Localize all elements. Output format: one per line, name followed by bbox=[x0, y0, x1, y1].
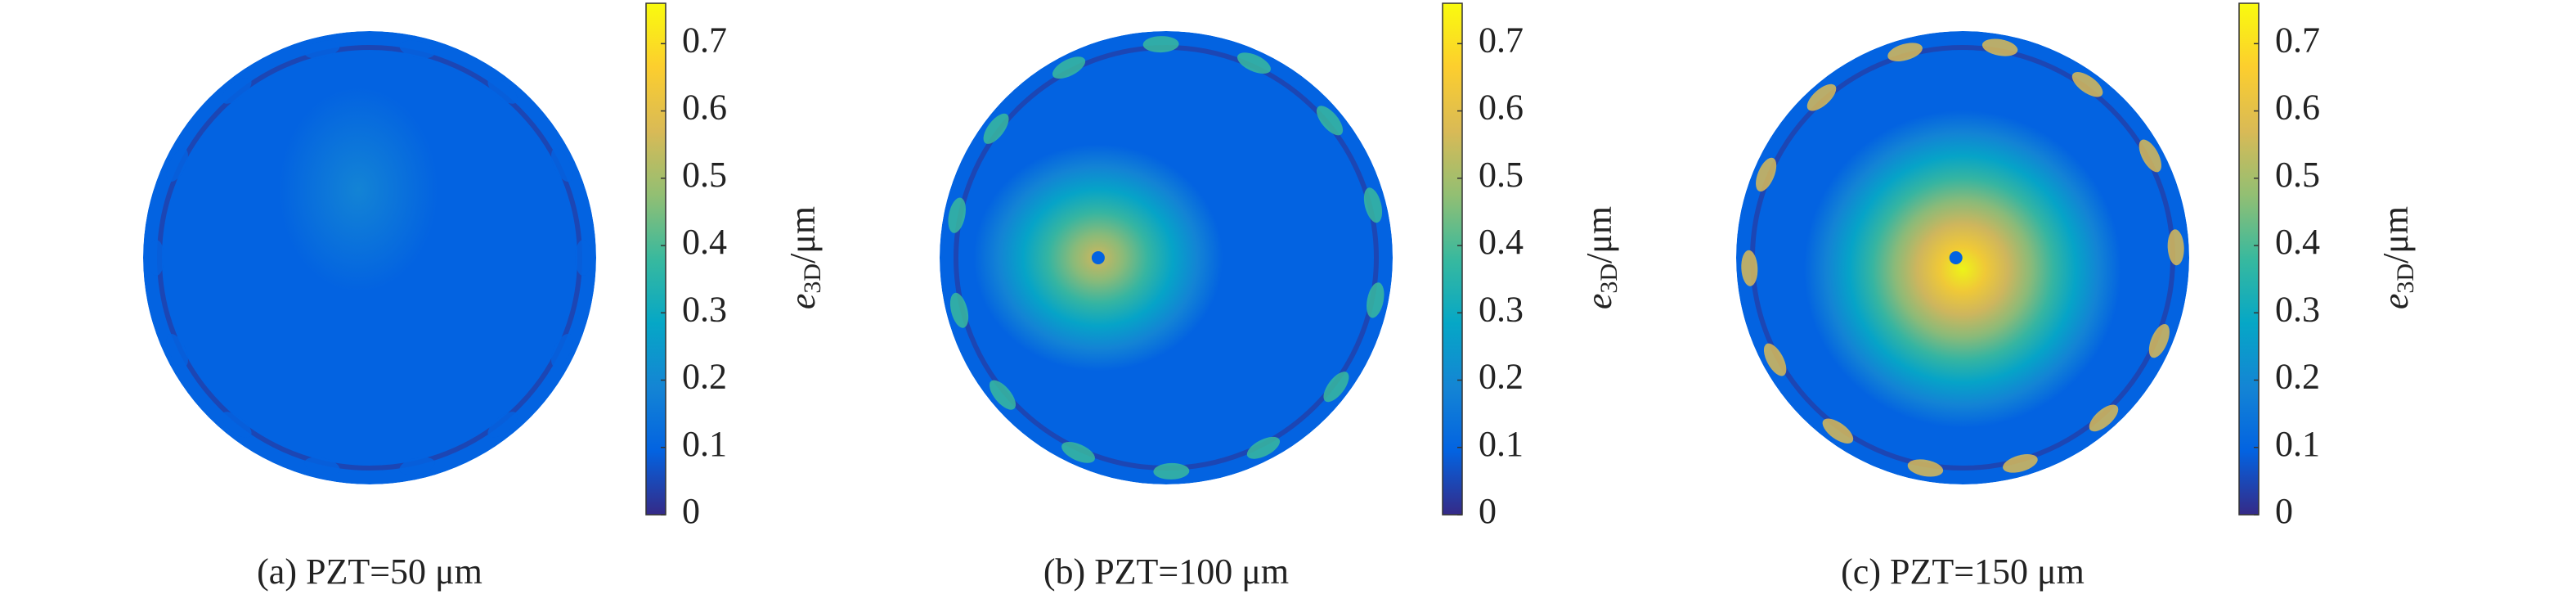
heatmap-dot bbox=[1091, 251, 1105, 264]
colorbar-tick-label: 0.3 bbox=[2275, 289, 2320, 329]
heatmap-spot bbox=[1763, 343, 1787, 376]
colorbar-tick-label: 0.6 bbox=[1479, 88, 1524, 128]
heatmap-dot bbox=[1949, 251, 1963, 264]
caption: (c) PZT=150 μm bbox=[1841, 552, 2085, 592]
colorbar-tick-label: 0.2 bbox=[2275, 357, 2320, 397]
heatmap-spot bbox=[551, 333, 573, 367]
colorbar-label: e3D/μm bbox=[2376, 206, 2419, 309]
heatmap-spot bbox=[1887, 43, 1923, 61]
heatmap-spot bbox=[1741, 250, 1758, 286]
colorbar-label-symbol: e bbox=[2376, 294, 2416, 310]
heatmap-spot bbox=[1052, 56, 1086, 79]
colorbar-tick-label: 0.1 bbox=[1479, 424, 1524, 464]
colorbar-label: e3D/μm bbox=[1579, 206, 1622, 309]
heatmap-spot bbox=[304, 457, 340, 475]
colorbar bbox=[1442, 2, 1463, 516]
colorbar-tick-label: 0.5 bbox=[1479, 155, 1524, 195]
heatmap-spot bbox=[221, 412, 252, 438]
colorbar-tick-label: 0.7 bbox=[682, 20, 727, 60]
heatmap-spot bbox=[949, 292, 969, 328]
colorbar-tick-label: 0.6 bbox=[2275, 88, 2320, 128]
heatmap-spot bbox=[1981, 38, 2018, 56]
colorbar-tick-label: 0.1 bbox=[2275, 424, 2320, 464]
heatmap bbox=[143, 31, 596, 484]
heatmap-spot bbox=[1367, 282, 1384, 318]
heatmap-blob bbox=[1804, 110, 2121, 428]
heatmap-spot bbox=[2148, 324, 2170, 358]
heatmap-spot bbox=[399, 40, 435, 59]
heatmap-spot bbox=[487, 412, 518, 438]
colorbar bbox=[645, 2, 666, 516]
heatmap-spot bbox=[1907, 459, 1944, 477]
heatmap-spot bbox=[551, 148, 573, 182]
caption: (a) PZT=50 μm bbox=[257, 552, 482, 592]
heatmap-spot bbox=[2138, 139, 2162, 173]
heatmap-spot bbox=[221, 78, 252, 104]
colorbar-label-symbol: e bbox=[1579, 294, 1619, 310]
colorbar bbox=[2238, 2, 2260, 516]
colorbar-label-subscript: 3D bbox=[799, 263, 826, 294]
colorbar-label-unit: /μm bbox=[783, 206, 823, 263]
heatmap-spot bbox=[1142, 36, 1179, 53]
heatmap bbox=[1736, 31, 2189, 484]
heatmap-spot bbox=[2003, 454, 2038, 473]
colorbar-tick-label: 0.4 bbox=[1479, 222, 1524, 262]
colorbar-tick-label: 0.5 bbox=[682, 155, 727, 195]
colorbar-tick-label: 0.3 bbox=[1479, 289, 1524, 329]
heatmap-spot bbox=[2089, 404, 2119, 432]
colorbar-label-subscript: 3D bbox=[2392, 263, 2419, 294]
colorbar-label-unit: /μm bbox=[2376, 206, 2416, 263]
heatmap-spot bbox=[983, 113, 1009, 144]
colorbar-tick-label: 0.5 bbox=[2275, 155, 2320, 195]
colorbar-label-unit: /μm bbox=[1579, 206, 1619, 263]
heatmap-spot bbox=[1363, 187, 1383, 223]
colorbar-tick-label: 0.6 bbox=[682, 88, 727, 128]
panel: 0 0.1 0.2 0.3 0.4 0.5 0.6 0.7 e3D/μm (a) PZT=50 μ… bbox=[143, 2, 826, 592]
heatmap-spot bbox=[1323, 372, 1349, 403]
heatmap-spot bbox=[2167, 229, 2184, 266]
heatmap-spot bbox=[166, 333, 188, 367]
colorbar-tick-label: 0.7 bbox=[2275, 20, 2320, 60]
heatmap-spot bbox=[1316, 106, 1344, 136]
heatmap-spot bbox=[948, 197, 966, 233]
colorbar-label: e3D/μm bbox=[783, 206, 826, 309]
heatmap-spot bbox=[166, 148, 188, 182]
heatmap-spot bbox=[1822, 418, 1854, 444]
caption: (b) PZT=100 μm bbox=[1043, 552, 1289, 592]
heatmap-spot bbox=[399, 457, 435, 475]
heatmap-spot bbox=[148, 240, 164, 276]
heatmap-spot bbox=[487, 78, 518, 104]
colorbar-tick-label: 0.7 bbox=[1479, 20, 1524, 60]
colorbar-tick-label: 0.3 bbox=[682, 289, 727, 329]
panel: 0 0.1 0.2 0.3 0.4 0.5 0.6 0.7 e3D/μm (c) PZT=150 … bbox=[1736, 2, 2419, 592]
heatmap-spot bbox=[1246, 436, 1281, 459]
colorbar-label-subscript: 3D bbox=[1595, 263, 1622, 294]
panel: 0 0.1 0.2 0.3 0.4 0.5 0.6 0.7 e3D/μm (b) PZT=100 … bbox=[940, 2, 1622, 592]
heatmap-spot bbox=[1756, 157, 1777, 191]
colorbar-label-symbol: e bbox=[783, 294, 823, 310]
heatmap-spot bbox=[1061, 441, 1095, 463]
heatmap-spot bbox=[2071, 72, 2103, 97]
colorbar-tick-label: 0.4 bbox=[682, 222, 727, 262]
colorbar-tick-label: 0 bbox=[2275, 491, 2293, 531]
heatmap bbox=[940, 31, 1393, 484]
colorbar-tick-label: 0 bbox=[682, 491, 700, 531]
heatmap-spot bbox=[1153, 462, 1190, 480]
heatmap-spot bbox=[989, 380, 1016, 410]
colorbar-tick-label: 0.2 bbox=[682, 357, 727, 397]
heatmap-spot bbox=[1237, 52, 1271, 74]
heatmap-spot bbox=[304, 40, 340, 59]
colorbar-tick-label: 0 bbox=[1479, 491, 1497, 531]
colorbar-tick-label: 0.1 bbox=[682, 424, 727, 464]
heatmap-spot bbox=[1806, 83, 1837, 111]
heatmap-blob bbox=[279, 88, 438, 292]
colorbar-tick-label: 0.4 bbox=[2275, 222, 2320, 262]
heatmap-spot bbox=[575, 240, 591, 276]
colorbar-tick-label: 0.2 bbox=[1479, 357, 1524, 397]
